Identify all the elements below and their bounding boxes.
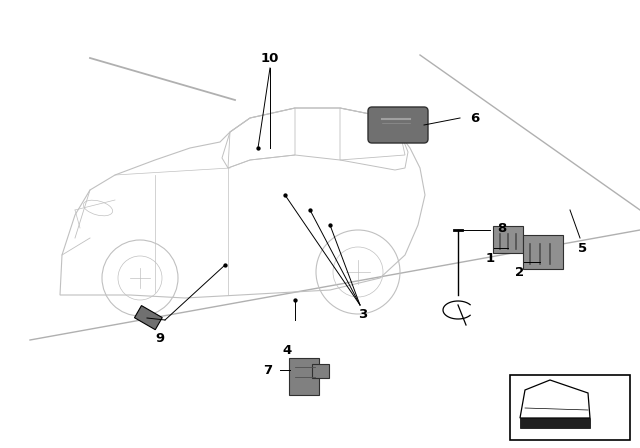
FancyBboxPatch shape — [134, 306, 163, 330]
Text: 7: 7 — [263, 363, 272, 376]
Text: 6: 6 — [470, 112, 479, 125]
Text: 8: 8 — [497, 221, 506, 234]
Text: 10: 10 — [261, 52, 279, 65]
Bar — [520, 418, 590, 428]
Text: 1: 1 — [485, 251, 495, 264]
Text: 3: 3 — [358, 307, 367, 320]
Text: 5: 5 — [578, 241, 587, 254]
FancyBboxPatch shape — [312, 364, 329, 378]
FancyBboxPatch shape — [493, 226, 523, 253]
Text: 2: 2 — [515, 266, 525, 279]
Bar — [510, 375, 630, 440]
FancyBboxPatch shape — [368, 107, 428, 143]
FancyBboxPatch shape — [523, 235, 563, 269]
Text: 4: 4 — [282, 344, 292, 357]
Text: 9: 9 — [156, 332, 164, 345]
FancyBboxPatch shape — [289, 358, 319, 395]
